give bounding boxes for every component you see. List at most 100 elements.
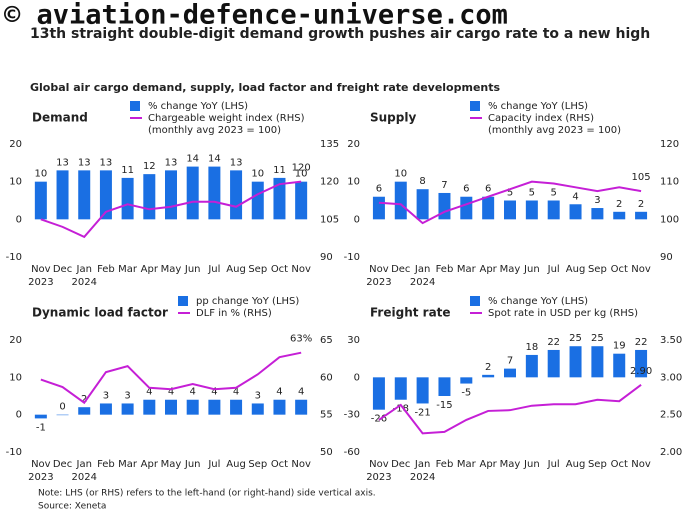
x-tick-label: Oct: [611, 459, 628, 470]
bar: [273, 177, 286, 220]
page-title: 13th straight double-digit demand growth…: [30, 26, 650, 42]
y2-tick-label: 50: [320, 447, 333, 458]
y2-tick-label: 105: [320, 214, 339, 225]
bar: [635, 211, 648, 220]
x-tick-label: Nov: [291, 264, 311, 275]
bar: [525, 200, 538, 220]
legend-note: (monthly avg 2023 = 100): [488, 125, 621, 136]
y2-tick-label: 110: [660, 177, 679, 188]
x-tick-label: Mar: [457, 459, 477, 470]
x-tick-label: Dec: [391, 264, 410, 275]
bar: [635, 349, 648, 378]
data-label: 4: [298, 387, 304, 398]
bar: [295, 181, 308, 220]
legend-label: % change YoY (LHS): [488, 296, 588, 307]
y2-tick-label: 120: [660, 139, 679, 150]
bar: [416, 189, 429, 220]
y2-tick-label: 65: [320, 335, 333, 346]
data-label: 7: [441, 180, 447, 191]
bar: [78, 407, 91, 415]
x-tick-label: Jan 2024: [72, 264, 97, 288]
y2-tick-label: 100: [660, 214, 679, 225]
x-tick-label: Mar: [118, 264, 138, 275]
x-tick-label: Jul: [547, 264, 560, 275]
y-tick-label: 0: [354, 214, 360, 225]
x-tick-label: Nov: [291, 459, 311, 470]
bar: [504, 200, 516, 220]
x-tick-label: Mar: [457, 264, 477, 275]
data-label: 11: [121, 165, 134, 176]
x-tick-label: Jul: [547, 459, 560, 470]
bar: [165, 399, 177, 415]
x-tick-label: Aug: [226, 264, 246, 275]
bar: [208, 399, 221, 415]
x-tick-label: May: [161, 264, 182, 275]
bar: [547, 200, 560, 220]
bar: [394, 181, 407, 220]
x-tick-label: Aug: [566, 459, 586, 470]
x-tick-label: Nov 2023: [366, 459, 391, 483]
data-label: -15: [436, 400, 452, 411]
legend-note: (monthly avg 2023 = 100): [148, 125, 281, 136]
data-label: 6: [376, 184, 382, 195]
data-label: -18: [393, 404, 409, 415]
x-tick-label: Apr: [479, 264, 497, 275]
x-tick-label: Jun: [523, 459, 540, 470]
annotation: 120: [292, 163, 311, 174]
data-label: 18: [525, 342, 538, 353]
data-label: -1: [36, 422, 46, 433]
x-tick-label: Oct: [271, 264, 288, 275]
subtitle: Global air cargo demand, supply, load fa…: [30, 81, 501, 94]
data-label: 11: [273, 165, 286, 176]
data-label: 13: [56, 157, 69, 168]
line: [378, 180, 642, 225]
y2-tick-label: 90: [660, 252, 673, 263]
data-label: 2: [616, 199, 622, 210]
line: [40, 351, 302, 405]
y-tick-label: 10: [347, 177, 360, 188]
x-tick-label: May: [500, 459, 521, 470]
panel-title: Dynamic load factor: [32, 306, 168, 320]
x-tick-label: Apr: [141, 264, 159, 275]
data-label: 3: [255, 390, 261, 401]
legend-swatch: [130, 101, 140, 111]
legend-label: DLF in % (RHS): [196, 308, 272, 319]
bar: [78, 170, 91, 220]
legend-label: Chargeable weight index (RHS): [148, 113, 305, 124]
x-tick-label: Sep: [588, 459, 607, 470]
x-tick-label: Apr: [479, 459, 497, 470]
data-label: 6: [463, 184, 469, 195]
line: [378, 384, 642, 435]
x-tick-label: Nov 2023: [28, 264, 53, 288]
data-label: -21: [414, 407, 430, 418]
x-tick-label: Jan 2024: [410, 459, 435, 483]
bar: [99, 403, 112, 415]
bar: [591, 208, 604, 220]
bar: [56, 170, 69, 220]
x-tick-label: Nov: [631, 264, 651, 275]
note: Note: LHS (or RHS) refers to the left-ha…: [38, 489, 376, 499]
x-tick-label: Aug: [566, 264, 586, 275]
y-tick-label: -10: [6, 252, 22, 263]
data-label: 13: [78, 157, 91, 168]
legend-label: Spot rate in USD per kg (RHS): [488, 308, 638, 319]
bar: [569, 346, 582, 378]
x-tick-label: May: [500, 264, 521, 275]
y-tick-label: 0: [354, 372, 360, 383]
bar: [230, 399, 243, 415]
data-label: 4: [168, 387, 174, 398]
bar: [372, 196, 385, 220]
data-label: 25: [569, 333, 582, 344]
data-label: 10: [34, 169, 47, 180]
legend-label: % change YoY (LHS): [488, 101, 588, 112]
data-label: 7: [507, 356, 513, 367]
y2-tick-label: 120: [320, 177, 339, 188]
y-tick-label: 0: [16, 410, 22, 421]
bar: [482, 196, 495, 220]
y-tick-label: -30: [344, 410, 360, 421]
data-label: 4: [276, 387, 282, 398]
bar: [460, 377, 473, 384]
x-tick-label: Sep: [248, 459, 267, 470]
data-label: 0: [59, 402, 65, 413]
